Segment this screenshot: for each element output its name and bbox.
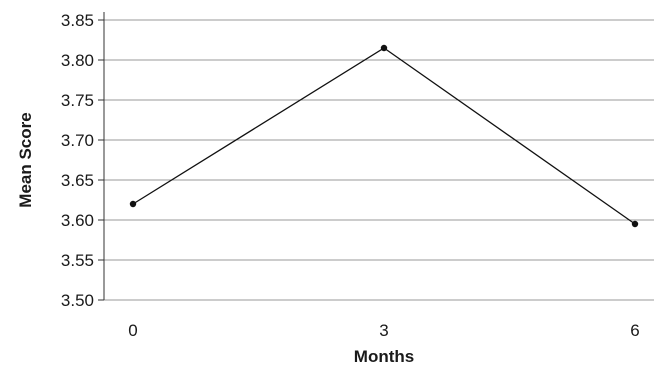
y-tick-label: 3.80 [61, 51, 94, 70]
grid-lines [104, 19, 654, 301]
x-tick-label: 3 [379, 321, 388, 340]
y-tick-label: 3.70 [61, 131, 94, 150]
y-tick-label: 3.65 [61, 171, 94, 190]
data-point [380, 44, 388, 52]
x-axis-title: Months [354, 347, 414, 366]
y-tick-label: 3.85 [61, 11, 94, 30]
data-point [129, 200, 137, 208]
x-tick-label: 6 [630, 321, 639, 340]
y-axis-ticks: 3.50 3.55 3.60 3.65 3.70 3.75 3.80 3.85 [61, 11, 104, 310]
series-group [129, 44, 639, 228]
y-tick-label: 3.60 [61, 211, 94, 230]
series-line [132, 47, 636, 225]
x-tick-label: 0 [128, 321, 137, 340]
y-axis-title: Mean Score [16, 112, 35, 207]
y-tick-label: 3.75 [61, 91, 94, 110]
data-point [631, 220, 639, 228]
x-axis-ticks: 0 3 6 [128, 321, 639, 340]
y-tick-label: 3.55 [61, 251, 94, 270]
y-tick-label: 3.50 [61, 291, 94, 310]
